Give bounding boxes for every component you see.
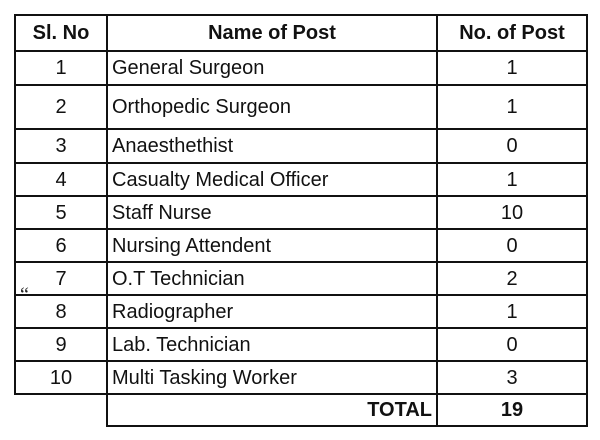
table-row: 10 Multi Tasking Worker 3 bbox=[14, 360, 588, 395]
row-sl: 5 bbox=[14, 195, 108, 230]
row-name: General Surgeon bbox=[106, 50, 438, 86]
row-name: Orthopedic Surgeon bbox=[106, 84, 438, 130]
table-row: 4 Casualty Medical Officer 1 bbox=[14, 162, 588, 197]
row-name: O.T Technician bbox=[106, 261, 438, 296]
row-count: 0 bbox=[436, 327, 588, 362]
row-sl: 7 bbox=[14, 261, 108, 296]
row-sl: 8 bbox=[14, 294, 108, 329]
row-sl: 6 bbox=[14, 228, 108, 263]
row-name: Lab. Technician bbox=[106, 327, 438, 362]
row-name: Casualty Medical Officer bbox=[106, 162, 438, 197]
row-count: 1 bbox=[436, 84, 588, 130]
row-count: 10 bbox=[436, 195, 588, 230]
row-count: 0 bbox=[436, 128, 588, 164]
row-sl: 2 bbox=[14, 84, 108, 130]
table-row: 5 Staff Nurse 10 bbox=[14, 195, 588, 230]
table-row: 1 General Surgeon 1 bbox=[14, 50, 588, 86]
table-row: 7 O.T Technician 2 bbox=[14, 261, 588, 296]
row-count: 1 bbox=[436, 162, 588, 197]
table-row: 2 Orthopedic Surgeon 1 bbox=[14, 84, 588, 130]
table-row: 8 Radiographer 1 bbox=[14, 294, 588, 329]
total-blank-cell bbox=[15, 393, 108, 426]
table-row: 6 Nursing Attendent 0 bbox=[14, 228, 588, 263]
row-count: 1 bbox=[436, 50, 588, 86]
posts-table: Sl. No Name of Post No. of Post 1 Genera… bbox=[14, 14, 588, 427]
row-sl: 9 bbox=[14, 327, 108, 362]
row-name: Anaesthethist bbox=[106, 128, 438, 164]
table-row: 3 Anaesthethist 0 bbox=[14, 128, 588, 164]
total-label: TOTAL bbox=[106, 393, 438, 427]
row-sl: 10 bbox=[14, 360, 108, 395]
header-row: Sl. No Name of Post No. of Post bbox=[14, 14, 588, 52]
table-row: 9 Lab. Technician 0 bbox=[14, 327, 588, 362]
row-name: Staff Nurse bbox=[106, 195, 438, 230]
total-value: 19 bbox=[436, 393, 588, 427]
row-count: 3 bbox=[436, 360, 588, 395]
row-sl: 4 bbox=[14, 162, 108, 197]
header-name-of-post: Name of Post bbox=[106, 14, 438, 52]
row-count: 2 bbox=[436, 261, 588, 296]
row-sl: 3 bbox=[14, 128, 108, 164]
row-count: 0 bbox=[436, 228, 588, 263]
stray-quote-mark: “ bbox=[20, 284, 29, 306]
row-sl: 1 bbox=[14, 50, 108, 86]
header-sl-no: Sl. No bbox=[14, 14, 108, 52]
row-count: 1 bbox=[436, 294, 588, 329]
row-name: Multi Tasking Worker bbox=[106, 360, 438, 395]
row-name: Nursing Attendent bbox=[106, 228, 438, 263]
total-row: TOTAL 19 bbox=[15, 393, 588, 427]
header-no-of-post: No. of Post bbox=[436, 14, 588, 52]
row-name: Radiographer bbox=[106, 294, 438, 329]
